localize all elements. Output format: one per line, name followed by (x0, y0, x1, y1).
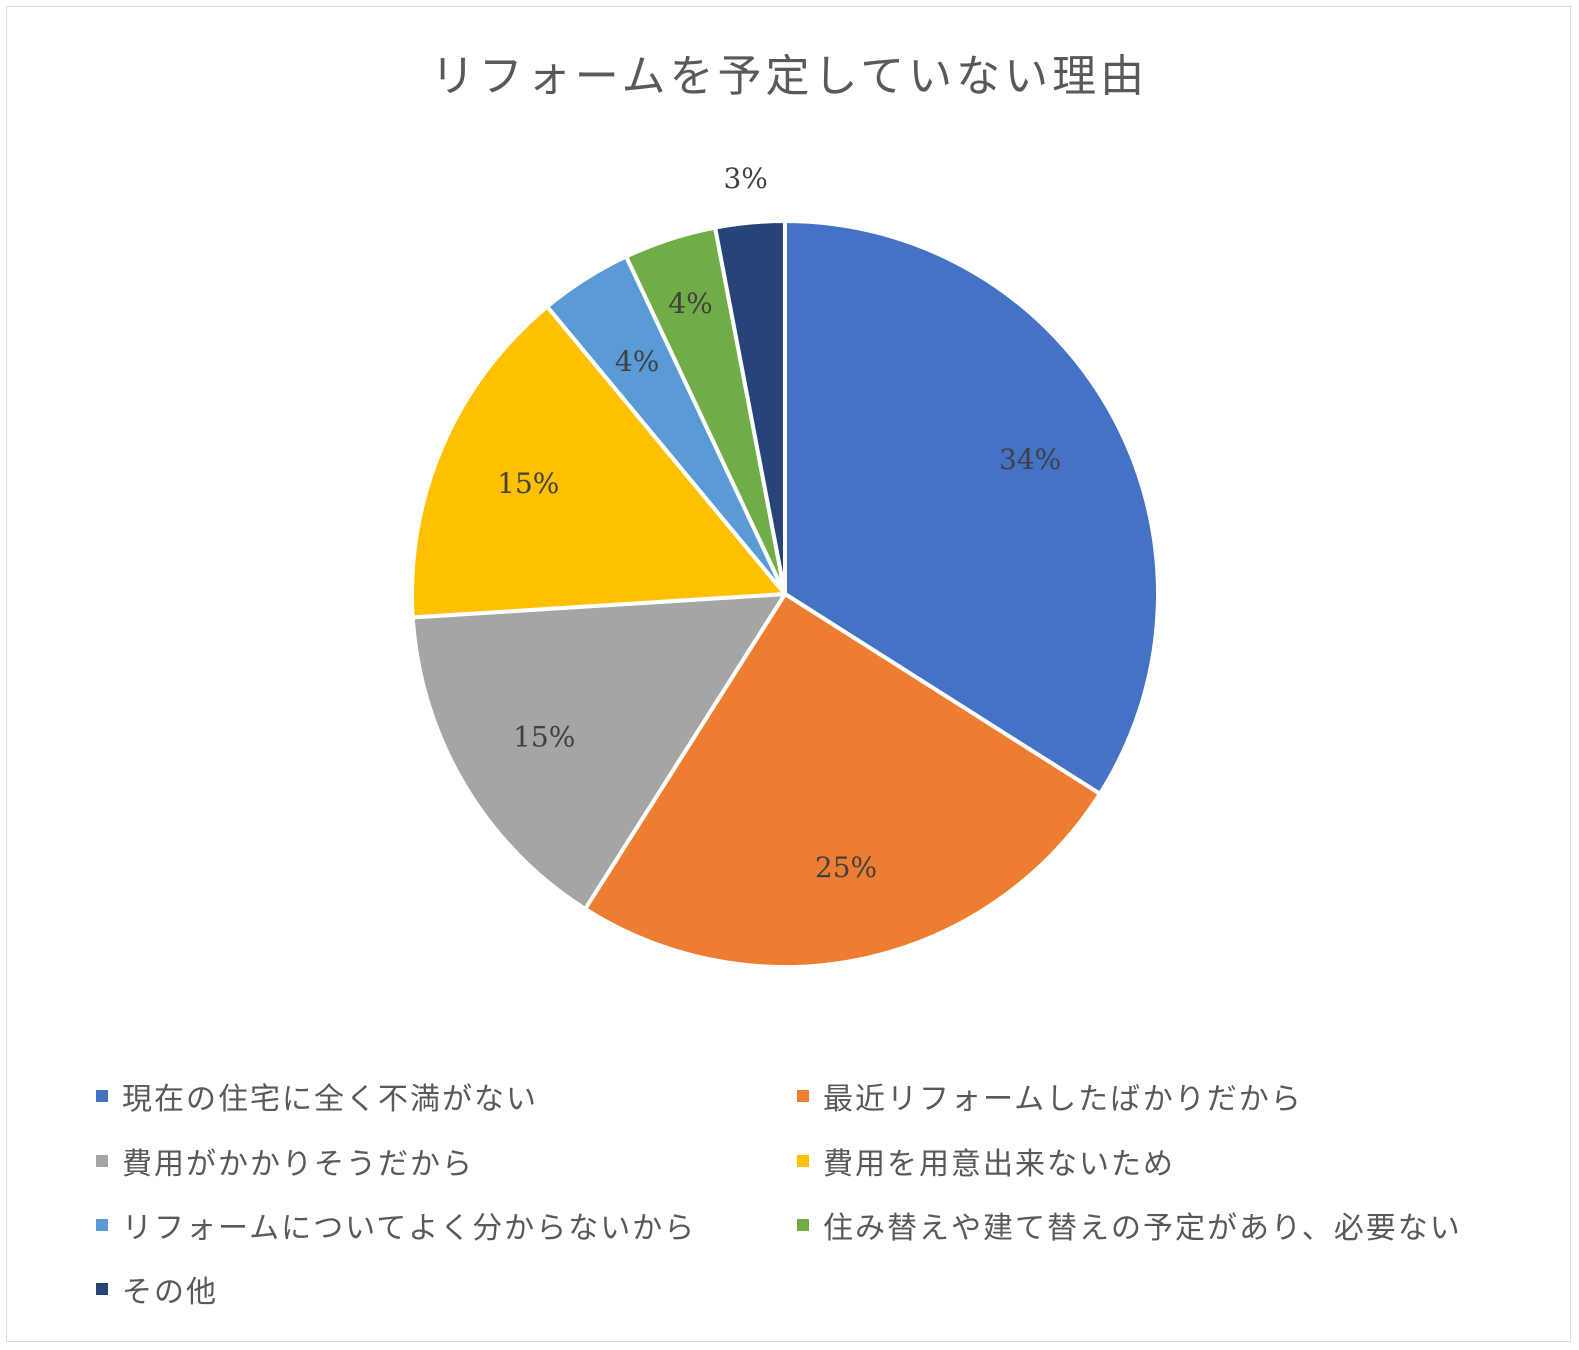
data-label: 3% (723, 162, 767, 195)
data-label: 4% (668, 287, 712, 320)
data-label: 25% (815, 851, 877, 884)
data-label: 34% (999, 443, 1061, 476)
data-label: 15% (497, 467, 559, 500)
pie-slice (713, 219, 787, 596)
pie-slice (410, 304, 787, 620)
pie-slice (583, 592, 1102, 969)
pie-slice (410, 592, 787, 911)
data-label: 15% (513, 720, 575, 753)
pie-slice (783, 219, 1160, 796)
data-label: 4% (615, 345, 659, 378)
chart-title: リフォームを予定していない理由 (430, 51, 1149, 102)
